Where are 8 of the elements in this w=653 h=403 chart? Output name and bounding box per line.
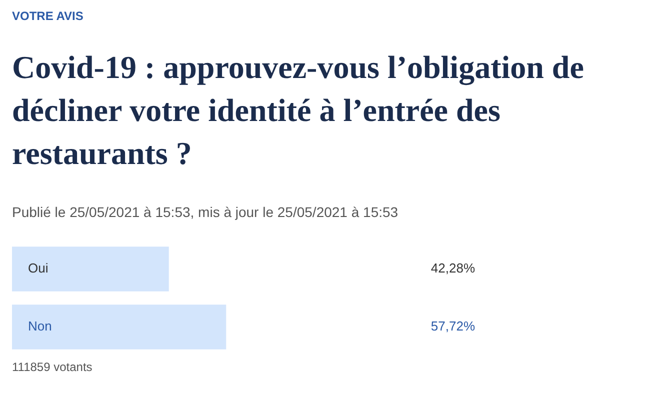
text: Covid-19 : approuvez-vous l’obligation de décliner votre identité à l’entrée des restaurants ?	[12, 48, 585, 173]
data-label: 57,72%	[430, 318, 476, 334]
text: VOTRE AVIS	[12, 9, 84, 23]
y-tick-label: Non	[28, 318, 52, 334]
chart-subtitle: Publié le 25/05/2021 à 15:53, mis à jour le 25/05/2021 à 15:53	[12, 204, 398, 220]
data-label: 42,28%	[430, 260, 476, 276]
text: 111859 votants	[12, 360, 92, 374]
y-tick-label: Oui	[28, 260, 48, 276]
